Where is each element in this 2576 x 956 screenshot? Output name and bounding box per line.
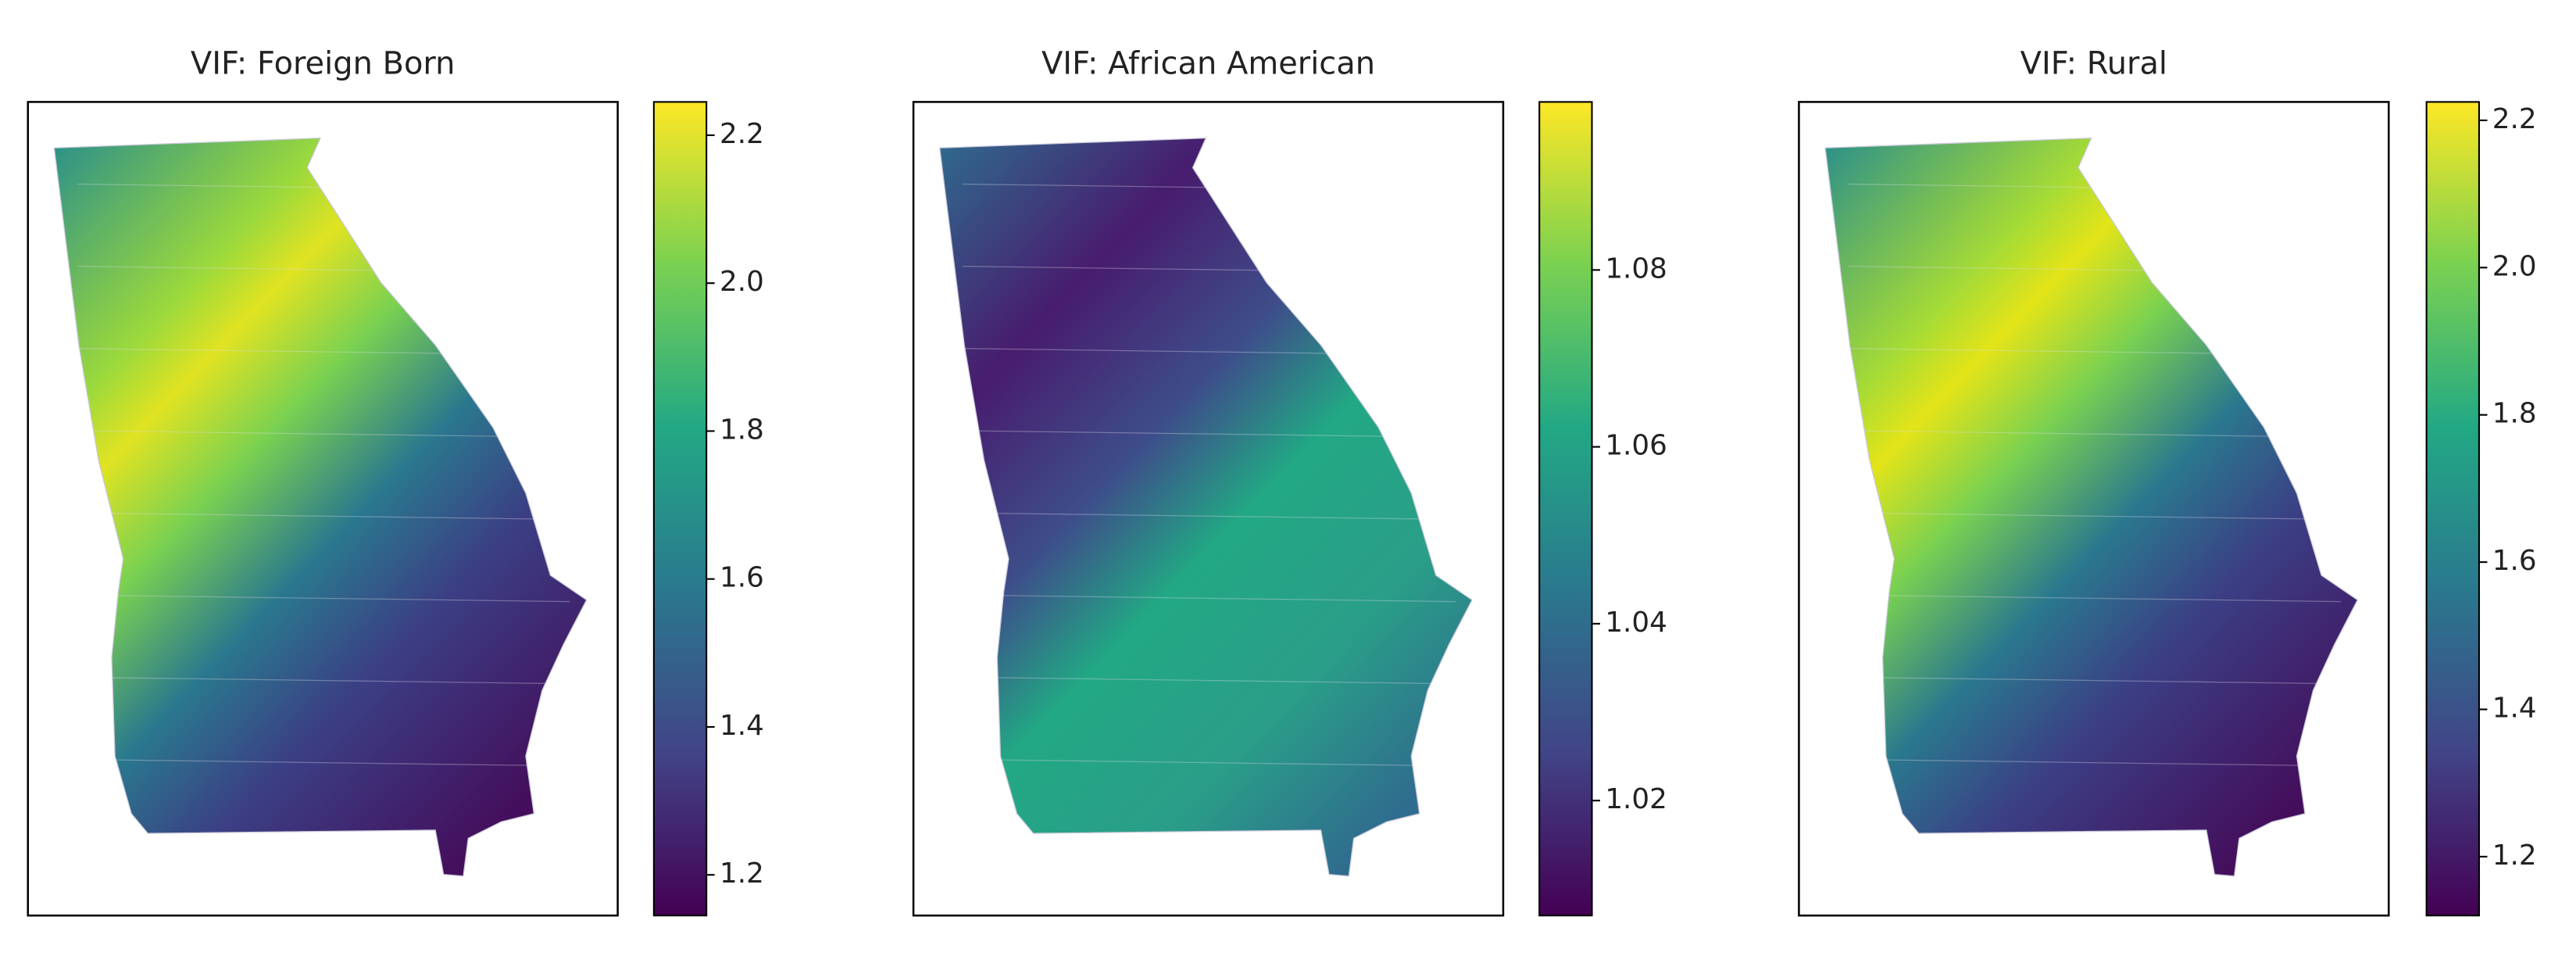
county-line bbox=[1848, 430, 2342, 438]
colorbar-tick-label: 1.4 bbox=[720, 710, 764, 742]
colorbar bbox=[652, 101, 708, 917]
colorbar-tick-label: 1.4 bbox=[2492, 692, 2537, 724]
map-title: VIF: Rural bbox=[2020, 46, 2167, 82]
colorbar-tick-label: 2.2 bbox=[2492, 103, 2537, 135]
county-line bbox=[1848, 512, 2342, 521]
county-line bbox=[77, 430, 570, 438]
colorbar-tick-label: 1.8 bbox=[720, 414, 764, 446]
county-line bbox=[1848, 594, 2342, 603]
county-line bbox=[1848, 676, 2342, 685]
county-line bbox=[963, 676, 1456, 685]
colorbar-tick-label: 2.2 bbox=[720, 118, 764, 150]
map-panel: VIF: African American 1.02 1.04 1.06 1.08 bbox=[912, 46, 1667, 917]
map-panel: VIF: Rural 1.2 1.4 1.6 1.8 2.0 2.2 bbox=[1798, 46, 2537, 917]
colorbar-tick-label: 1.2 bbox=[2492, 840, 2537, 872]
state-shape bbox=[1824, 137, 2359, 877]
colorbar-tick-label: 1.06 bbox=[1605, 430, 1667, 462]
map-title: VIF: African American bbox=[1041, 46, 1375, 82]
colorbar bbox=[1538, 101, 1593, 917]
colorbar-tick-label: 1.2 bbox=[720, 858, 764, 890]
colorbar-tick-label: 2.0 bbox=[720, 266, 764, 298]
map-frame bbox=[27, 101, 619, 917]
map-panel: VIF: Foreign Born 1.2 1.4 1.6 1.8 2.0 2.2 bbox=[27, 46, 764, 917]
colorbar-tick-label: 1.8 bbox=[2492, 398, 2537, 430]
state-shape bbox=[53, 137, 588, 877]
county-line bbox=[963, 594, 1456, 603]
county-line bbox=[1848, 758, 2342, 767]
colorbar-tick-label: 1.02 bbox=[1605, 783, 1667, 815]
colorbar bbox=[2425, 101, 2480, 917]
map-frame bbox=[912, 101, 1505, 917]
county-line bbox=[963, 758, 1456, 767]
colorbar-tick-label: 2.0 bbox=[2492, 250, 2537, 282]
colorbar-tick-label: 1.6 bbox=[2492, 545, 2537, 577]
colorbar-tick-label: 1.04 bbox=[1605, 607, 1667, 639]
county-line bbox=[963, 430, 1456, 438]
colorbar-tick-label: 1.6 bbox=[720, 562, 764, 594]
map-frame bbox=[1798, 101, 2390, 917]
county-line bbox=[963, 512, 1456, 521]
colorbar-tick-label: 1.08 bbox=[1605, 252, 1667, 285]
county-line bbox=[77, 594, 570, 603]
county-line bbox=[77, 512, 570, 521]
county-line bbox=[77, 676, 570, 685]
state-shape bbox=[939, 137, 1473, 877]
map-title: VIF: Foreign Born bbox=[191, 46, 456, 82]
county-line bbox=[77, 758, 570, 767]
